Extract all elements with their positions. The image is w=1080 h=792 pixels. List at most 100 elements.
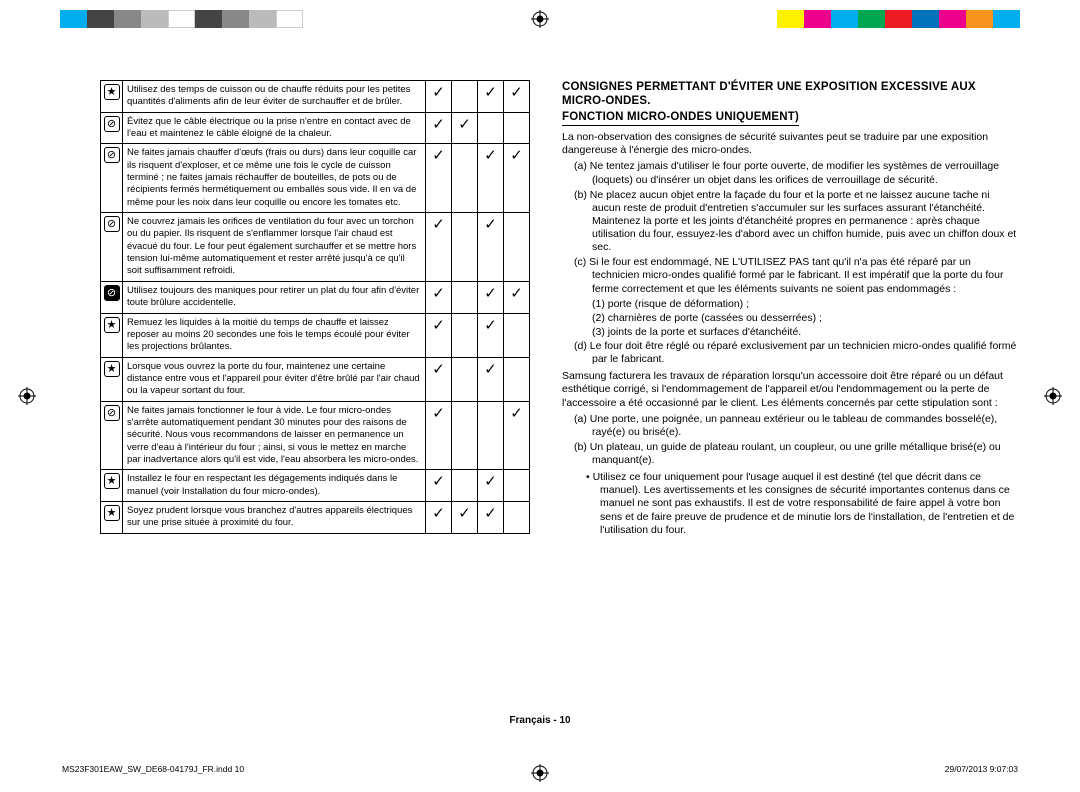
item-a: (a) Ne tentez jamais d'utiliser le four … [562, 160, 1020, 186]
safety-table: ★Utilisez des temps de cuisson ou de cha… [100, 80, 530, 534]
star-icon: ★ [104, 473, 120, 489]
paragraph-2: Samsung facturera les travaux de réparat… [562, 370, 1020, 409]
item2-b: (b) Un plateau, un guide de plateau roul… [562, 441, 1020, 467]
check-cell: ✓ [478, 357, 504, 401]
row-icon-cell: ★ [101, 81, 123, 113]
check-cell [452, 357, 478, 401]
page-footer-timestamp: 29/07/2013 9:07:03 [945, 764, 1018, 774]
check-cell: ✓ [504, 144, 530, 213]
subitem-1: (1) porte (risque de déformation) ; [562, 298, 1020, 311]
page-footer-file: MS23F301EAW_SW_DE68-04179J_FR.indd 10 [62, 764, 244, 774]
check-cell: ✓ [452, 501, 478, 533]
subitem-2: (2) charnières de porte (cassées ou dess… [562, 312, 1020, 325]
item2-a: (a) Une porte, une poignée, un panneau e… [562, 413, 1020, 439]
check-cell: ✓ [426, 81, 452, 113]
registration-mark-left [18, 387, 36, 405]
item-c: (c) Si le four est endommagé, NE L'UTILI… [562, 256, 1020, 295]
row-text: Évitez que le câble électrique ou la pri… [123, 112, 426, 144]
check-cell: ✓ [426, 357, 452, 401]
section-title-2: FONCTION MICRO-ONDES UNIQUEMENT) [562, 110, 1020, 130]
check-cell: ✓ [478, 81, 504, 113]
right-column: CONSIGNES PERMETTANT D'ÉVITER UNE EXPOSI… [562, 80, 1020, 732]
row-icon-cell: ⊘ [101, 144, 123, 213]
star-icon: ★ [104, 317, 120, 333]
check-cell: ✓ [478, 470, 504, 502]
check-cell [504, 470, 530, 502]
registration-mark-bottom [531, 764, 549, 782]
section-title-1: CONSIGNES PERMETTANT D'ÉVITER UNE EXPOSI… [562, 80, 1020, 109]
left-column: ★Utilisez des temps de cuisson ou de cha… [100, 80, 530, 732]
row-icon-cell: ★ [101, 313, 123, 357]
registration-mark-right [1044, 387, 1062, 405]
table-row: ⊘Ne couvrez jamais les orifices de venti… [101, 213, 530, 282]
prohibit-icon: ⊘ [104, 216, 120, 232]
row-text: Utilisez toujours des maniques pour reti… [123, 281, 426, 313]
row-icon-cell: ⊘ [101, 281, 123, 313]
check-cell: ✓ [426, 144, 452, 213]
table-row: ★Soyez prudent lorsque vous branchez d'a… [101, 501, 530, 533]
check-cell [452, 401, 478, 470]
table-row: ⊘Utilisez toujours des maniques pour ret… [101, 281, 530, 313]
table-row: ★Utilisez des temps de cuisson ou de cha… [101, 81, 530, 113]
check-cell [452, 81, 478, 113]
row-icon-cell: ★ [101, 357, 123, 401]
check-cell [452, 213, 478, 282]
table-row: ★Remuez les liquides à la moitié du temp… [101, 313, 530, 357]
check-cell: ✓ [504, 401, 530, 470]
table-row: ⊘Ne faites jamais fonctionner le four à … [101, 401, 530, 470]
check-cell [452, 281, 478, 313]
check-cell [504, 112, 530, 144]
item-b: (b) Ne placez aucun objet entre la façad… [562, 189, 1020, 255]
print-color-bar-right [777, 10, 1020, 28]
row-text: Installez le four en respectant les déga… [123, 470, 426, 502]
check-cell [504, 213, 530, 282]
check-cell [478, 112, 504, 144]
row-icon-cell: ⊘ [101, 401, 123, 470]
table-row: ⊘Ne faites jamais chauffer d'œufs (frais… [101, 144, 530, 213]
row-text: Ne faites jamais fonctionner le four à v… [123, 401, 426, 470]
check-cell: ✓ [426, 470, 452, 502]
row-icon-cell: ★ [101, 501, 123, 533]
check-cell: ✓ [504, 81, 530, 113]
page-content: ★Utilisez des temps de cuisson ou de cha… [100, 80, 1020, 732]
prohibit-icon: ⊘ [104, 285, 120, 301]
row-icon-cell: ⊘ [101, 213, 123, 282]
row-text: Remuez les liquides à la moitié du temps… [123, 313, 426, 357]
check-cell: ✓ [426, 281, 452, 313]
table-row: ⊘Évitez que le câble électrique ou la pr… [101, 112, 530, 144]
check-cell: ✓ [426, 401, 452, 470]
check-cell: ✓ [478, 213, 504, 282]
star-icon: ★ [104, 84, 120, 100]
row-text: Soyez prudent lorsque vous branchez d'au… [123, 501, 426, 533]
check-cell [504, 313, 530, 357]
check-cell: ✓ [478, 144, 504, 213]
check-cell: ✓ [478, 313, 504, 357]
row-text: Ne couvrez jamais les orifices de ventil… [123, 213, 426, 282]
bullet-1: • Utilisez ce four uniquement pour l'usa… [562, 471, 1020, 537]
row-text: Utilisez des temps de cuisson ou de chau… [123, 81, 426, 113]
row-icon-cell: ★ [101, 470, 123, 502]
prohibit-icon: ⊘ [104, 147, 120, 163]
check-cell [452, 144, 478, 213]
page-footer-center: Français - 10 [0, 715, 1080, 726]
subitem-3: (3) joints de la porte et surfaces d'éta… [562, 326, 1020, 339]
intro-paragraph: La non-observation des consignes de sécu… [562, 131, 1020, 157]
check-cell [452, 313, 478, 357]
prohibit-icon: ⊘ [104, 405, 120, 421]
check-cell: ✓ [478, 501, 504, 533]
check-cell: ✓ [426, 213, 452, 282]
check-cell: ✓ [426, 501, 452, 533]
star-icon: ★ [104, 505, 120, 521]
check-cell [504, 501, 530, 533]
star-icon: ★ [104, 361, 120, 377]
table-row: ★Installez le four en respectant les dég… [101, 470, 530, 502]
row-text: Lorsque vous ouvrez la porte du four, ma… [123, 357, 426, 401]
registration-mark-top [531, 10, 549, 28]
prohibit-icon: ⊘ [104, 116, 120, 132]
print-color-bar-left [60, 10, 303, 28]
check-cell [504, 357, 530, 401]
item-d: (d) Le four doit être réglé ou réparé ex… [562, 340, 1020, 366]
check-cell [478, 401, 504, 470]
check-cell [452, 470, 478, 502]
row-icon-cell: ⊘ [101, 112, 123, 144]
